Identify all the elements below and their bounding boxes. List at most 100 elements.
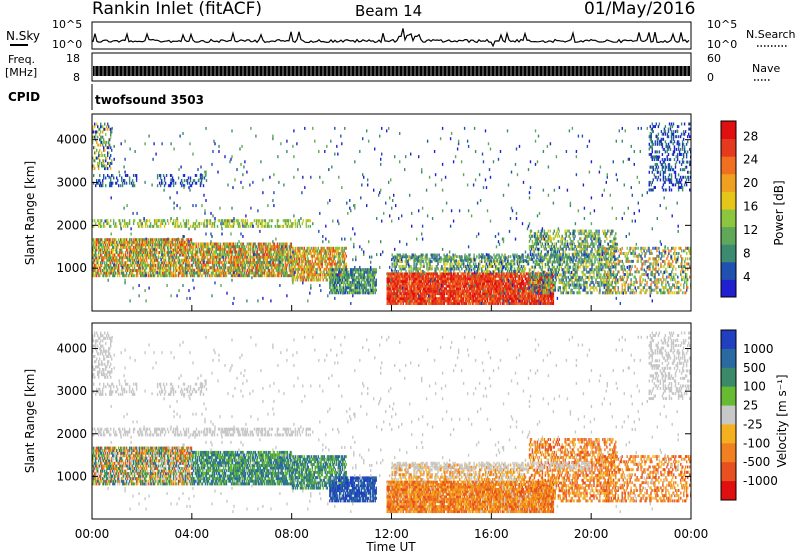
power-data-cell (199, 248, 200, 251)
power-data-cell (187, 274, 188, 277)
power-data-cell (216, 272, 217, 275)
power-data-cell (104, 261, 105, 264)
power-data-cell (314, 255, 315, 258)
power-data-cell (228, 256, 229, 259)
power-data-cell (292, 257, 293, 260)
power-data-cell (338, 250, 339, 253)
power-data-cell (119, 269, 120, 272)
power-data-cell (304, 273, 305, 276)
power-data-cell (236, 251, 237, 254)
power-data-cell (144, 238, 145, 241)
power-data-cell (226, 274, 227, 277)
power-data-cell (152, 246, 153, 249)
power-data-cell (294, 255, 295, 258)
power-data-cell (302, 247, 303, 250)
power-data-cell (284, 248, 285, 251)
power-data-cell (182, 264, 183, 267)
power-data-cell (113, 249, 114, 252)
power-data-cell (210, 253, 211, 256)
power-data-cell (306, 263, 307, 266)
power-data-cell (297, 260, 298, 263)
noise-sky-trace (93, 28, 689, 46)
power-data-cell (216, 258, 217, 261)
power-data-cell (163, 256, 164, 259)
power-data-cell (249, 266, 250, 269)
power-data-cell (248, 253, 249, 256)
power-data-cell (275, 274, 276, 277)
power-data-cell (96, 246, 97, 249)
power-data-cell (250, 248, 251, 251)
power-data-cell (161, 264, 162, 267)
power-data-cell (197, 251, 198, 254)
power-data-cell (314, 265, 315, 268)
power-data-cell (110, 238, 111, 241)
power-data-cell (253, 245, 254, 248)
power-data-cell (312, 257, 313, 260)
power-data-cell (322, 276, 323, 279)
power-data-cell (149, 246, 150, 249)
power-data-cell (96, 254, 97, 257)
power-data-cell (302, 252, 303, 255)
power-data-cell (295, 265, 296, 268)
power-data-cell (123, 272, 124, 275)
power-data-cell (279, 274, 280, 277)
power-data-cell (370, 284, 371, 287)
rti-figure: Rankin Inlet (fitACF) Beam 14 01/May/201… (0, 0, 800, 554)
power-data-cell (340, 260, 341, 263)
power-data-cell (320, 273, 321, 276)
power-data-cell (313, 268, 314, 271)
power-data-cell (348, 271, 349, 274)
power-data-cell (174, 254, 175, 257)
power-data-cell (329, 260, 330, 263)
power-data-cell (213, 272, 214, 275)
power-data-cell (101, 238, 102, 241)
power-data-cell (187, 246, 188, 249)
power-data-cell (150, 256, 151, 259)
power-data-cell (264, 261, 265, 264)
power-data-cell (248, 245, 249, 248)
power-data-cell (206, 266, 207, 269)
power-data-cell (209, 251, 210, 254)
power-data-cell (275, 248, 276, 251)
power-data-cell (258, 272, 259, 275)
power-data-cell (193, 261, 194, 264)
power-data-cell (273, 269, 274, 272)
cpid-program: twofsound 3503 (95, 93, 204, 107)
cpid-panel: CPID twofsound 3503 (8, 84, 204, 110)
power-data-cell (194, 269, 195, 272)
power-data-cell (176, 264, 177, 267)
power-data-cell (140, 267, 141, 270)
power-data-cell (264, 253, 265, 256)
power-data-cell (160, 272, 161, 275)
power-data-cell (125, 254, 126, 257)
power-data-cell (238, 264, 239, 267)
power-data-cell (324, 271, 325, 274)
power-data-cell (110, 264, 111, 267)
power-data-cell (224, 251, 225, 254)
power-data-cell (155, 246, 156, 249)
power-data-cell (316, 276, 317, 279)
power-data-cell (334, 252, 335, 255)
power-data-cell (118, 238, 119, 241)
power-data-cell (311, 252, 312, 255)
power-data-cell (290, 248, 291, 251)
power-data-cell (232, 251, 233, 254)
power-data-cell (318, 276, 319, 279)
power-data-cell (268, 266, 269, 269)
power-data-cell (329, 291, 330, 294)
power-data-cell (158, 274, 159, 277)
power-data-cell (96, 249, 97, 252)
power-data-cell (307, 250, 308, 253)
power-data-cell (264, 274, 265, 277)
power-data-cell (166, 272, 167, 275)
cpid-label: CPID (8, 90, 40, 104)
power-data-cell (322, 273, 323, 276)
power-data-cell (193, 245, 194, 248)
power-data-cell (376, 279, 377, 282)
power-data-cell (170, 256, 171, 259)
power-data-cell (134, 274, 135, 277)
power-data-cell (294, 276, 295, 279)
power-data-cell (119, 274, 120, 277)
power-data-cell (93, 272, 94, 275)
power-data-cell (202, 274, 203, 277)
